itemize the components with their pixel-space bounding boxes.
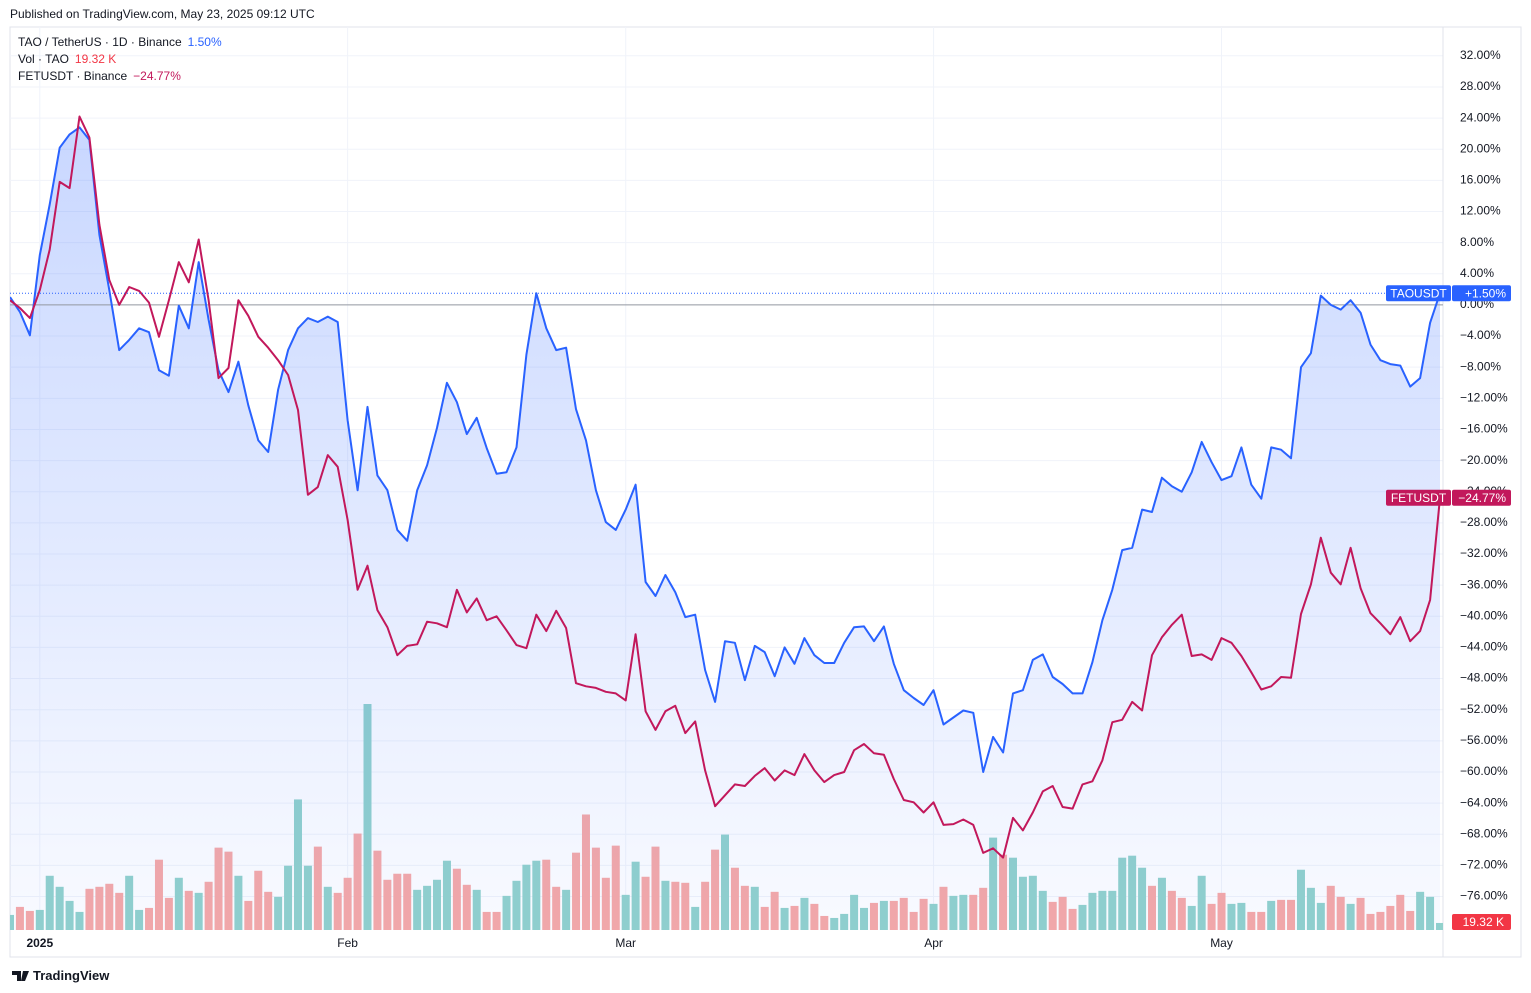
legend-value: 1.50% <box>188 35 222 49</box>
legend-name: Vol · TAO <box>18 52 69 66</box>
price-axis: 32.00% 28.00% 24.00% 20.00% 16.00% 12.00% 8.00… <box>26 48 1508 950</box>
volume-tag-text: 19.32 K <box>1463 915 1504 929</box>
y-tick-label: 24.00% <box>1460 110 1501 124</box>
value-tag <box>1452 489 1511 506</box>
y-tick-label: −64.00% <box>1460 795 1508 809</box>
line <box>10 126 1441 773</box>
y-tick-label: −76.00% <box>1460 889 1508 903</box>
footer-logo <box>12 971 29 981</box>
series-name-tag-text: FETUSDT <box>1391 491 1447 505</box>
value-tag-text: −24.77% <box>1458 491 1506 505</box>
y-tick-label: −20.00% <box>1460 453 1508 467</box>
footer-brand: TradingView <box>33 968 110 983</box>
value-tag <box>1452 285 1511 302</box>
legend-value: 19.32 K <box>75 52 116 66</box>
y-tick-label: −68.00% <box>1460 826 1508 840</box>
y-tick-label: 8.00% <box>1460 235 1494 249</box>
y-tick-label: −56.00% <box>1460 733 1508 747</box>
value-tag-text: +1.50% <box>1465 286 1506 300</box>
y-tick-label: −16.00% <box>1460 422 1508 436</box>
y-tick-label: 20.00% <box>1460 141 1501 155</box>
y-tick-label: −4.00% <box>1460 328 1501 342</box>
series-name-tag <box>1386 285 1451 302</box>
volume-tag <box>1452 914 1511 930</box>
y-tick-label: −72.00% <box>1460 858 1508 872</box>
y-tick-label: 4.00% <box>1460 266 1494 280</box>
y-tick-label: 32.00% <box>1460 48 1501 62</box>
y-tick-label: −44.00% <box>1460 640 1508 654</box>
y-tick-label: 16.00% <box>1460 173 1501 187</box>
tags: TAOUSDT +1.50% FETUSDT −24.77% 19.32 K <box>1386 285 1511 930</box>
x-tick-label: Mar <box>615 936 636 950</box>
y-tick-label: −8.00% <box>1460 359 1501 373</box>
y-tick-label: −40.00% <box>1460 608 1508 622</box>
y-tick-label: −32.00% <box>1460 546 1508 560</box>
y-tick-label: −48.00% <box>1460 671 1508 685</box>
plot <box>10 115 1443 930</box>
footer: TradingView <box>12 968 110 983</box>
legend-name: TAO / TetherUS · 1D · Binance <box>18 35 182 49</box>
area <box>10 127 1440 930</box>
x-tick-label: May <box>1210 936 1233 950</box>
x-tick-label: Feb <box>337 936 358 950</box>
y-tick-label: −12.00% <box>1460 390 1508 404</box>
legend-value: −24.77% <box>133 69 181 83</box>
series-name-tag <box>1386 489 1451 506</box>
legend: TAO / TetherUS · 1D · Binance 1.50% Vol · … <box>18 35 222 83</box>
header: Published on TradingView.com, May 23, 20… <box>10 7 315 21</box>
series-name-tag-text: TAOUSDT <box>1390 286 1447 300</box>
y-tick-label: −52.00% <box>1460 702 1508 716</box>
y-tick-label: −28.00% <box>1460 515 1508 529</box>
y-tick-label: 12.00% <box>1460 204 1501 218</box>
y-tick-label: 28.00% <box>1460 79 1501 93</box>
line <box>10 115 1441 859</box>
x-tick-label: Apr <box>924 936 943 950</box>
x-tick-label: 2025 <box>26 936 53 950</box>
y-tick-label: −36.00% <box>1460 577 1508 591</box>
legend-name: FETUSDT · Binance <box>18 69 127 83</box>
y-tick-label: −60.00% <box>1460 764 1508 778</box>
